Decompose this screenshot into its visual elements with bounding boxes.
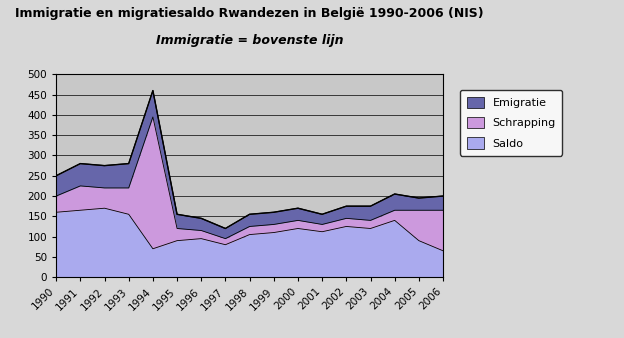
Text: Immigratie = bovenste lijn: Immigratie = bovenste lijn	[156, 34, 343, 47]
Legend: Emigratie, Schrapping, Saldo: Emigratie, Schrapping, Saldo	[461, 90, 562, 155]
Text: Immigratie en migratiesaldo Rwandezen in België 1990-2006 (NIS): Immigratie en migratiesaldo Rwandezen in…	[15, 7, 484, 20]
